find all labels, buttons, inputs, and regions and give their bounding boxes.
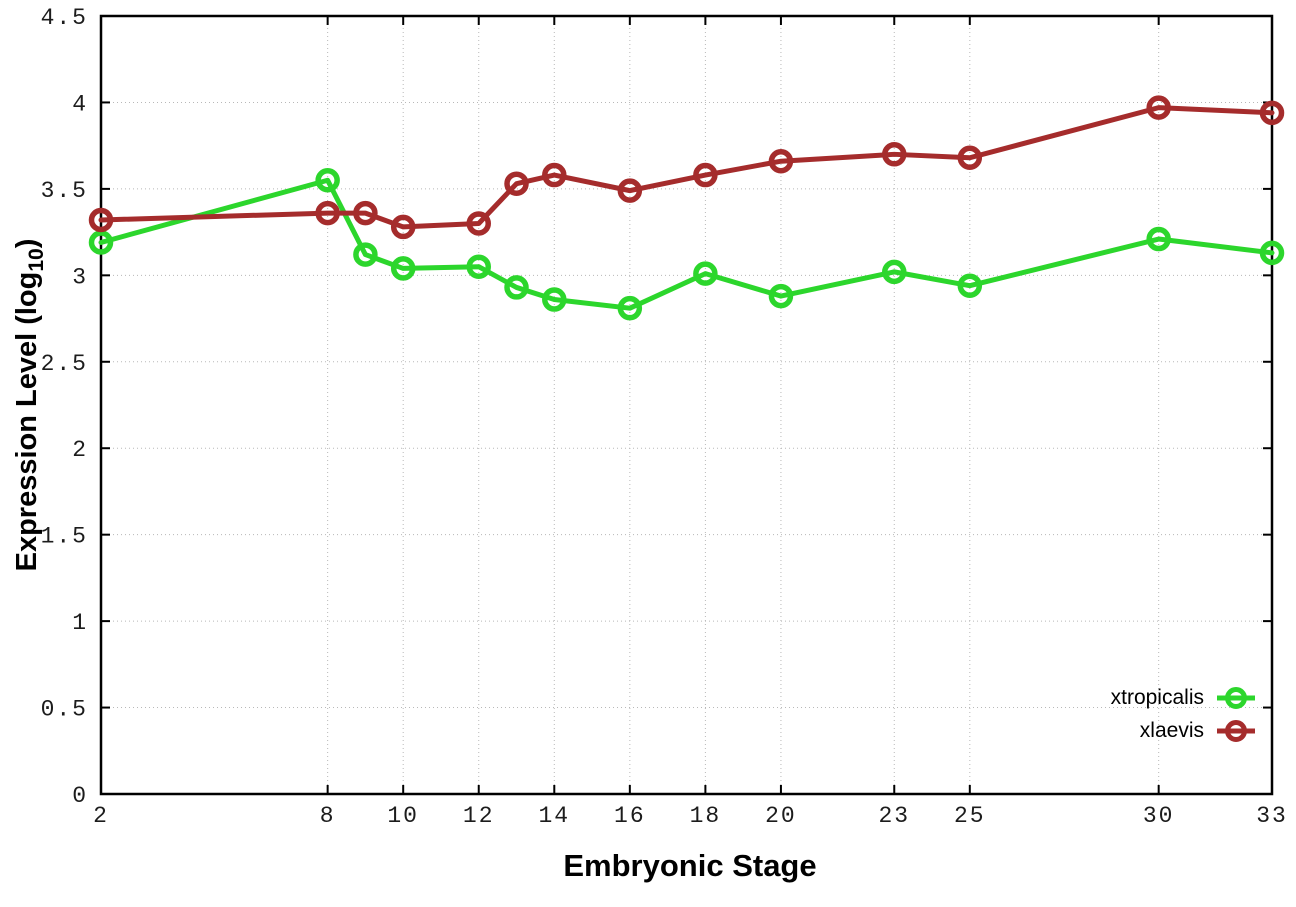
series-sample-icon [1217, 720, 1255, 742]
data-point-xtropicalis-stage-9 [353, 242, 378, 267]
data-point-xtropicalis-stage-16 [617, 295, 643, 321]
data-point-xtropicalis-stage-23 [882, 259, 907, 285]
legend-label-xtropicalis: xtropicalis [1110, 686, 1204, 709]
data-point-xlaevis-stage-8 [315, 200, 340, 226]
x-tick-label: 25 [954, 803, 986, 829]
data-point-xtropicalis-stage-13 [504, 275, 529, 300]
x-tick-label: 14 [538, 803, 570, 829]
data-point-xlaevis-stage-16 [617, 178, 643, 203]
data-point-xtropicalis-stage-12 [466, 254, 491, 279]
legend: xtropicalis xlaevis [1111, 684, 1256, 745]
data-point-xtropicalis-stage-30 [1146, 226, 1171, 252]
plot-border [99, 14, 1274, 796]
data-point-xlaevis-stage-9 [353, 200, 378, 226]
y-tick-label: 4 [72, 91, 88, 117]
data-point-xlaevis-stage-14 [542, 162, 567, 188]
data-point-xlaevis-stage-12 [466, 211, 491, 236]
x-tick-label: 18 [690, 803, 722, 829]
y-tick-label: 1 [72, 610, 88, 636]
y-tick-label: 2 [72, 437, 88, 463]
y-axis-title: Expression Level (log10) [11, 239, 49, 572]
y-tick-label: 1.5 [41, 524, 88, 550]
data-point-xtropicalis-stage-2 [88, 230, 114, 255]
legend-circle-marker-icon [1225, 720, 1247, 742]
data-point-xlaevis-stage-13 [504, 171, 529, 196]
y-tick-label: 0 [72, 783, 88, 809]
x-tick-label: 8 [320, 803, 336, 829]
x-tick-label: 33 [1256, 803, 1288, 829]
data-point-xlaevis-stage-33 [1259, 100, 1285, 126]
series-sample-icon [1217, 687, 1255, 709]
x-axis-title: Embryonic Stage [563, 848, 817, 883]
data-point-xlaevis-stage-20 [768, 148, 794, 174]
data-point-xtropicalis-stage-14 [542, 287, 567, 312]
legend-label-xlaevis: xlaevis [1139, 719, 1204, 742]
data-point-xlaevis-stage-25 [957, 145, 983, 171]
data-point-xtropicalis-stage-18 [693, 261, 718, 286]
y-tick-label: 3.5 [41, 178, 88, 204]
data-point-xtropicalis-stage-33 [1259, 240, 1285, 266]
y-axis-title-subscript: 10 [24, 248, 48, 272]
y-tick-label: 2.5 [41, 351, 88, 377]
x-tick-label: 20 [765, 803, 797, 829]
legend-circle-marker-icon [1225, 687, 1247, 709]
y-tick-label: 4.5 [41, 5, 88, 31]
x-tick-label: 12 [463, 803, 495, 829]
x-tick-label: 30 [1143, 803, 1175, 829]
data-point-xlaevis-stage-10 [390, 214, 416, 240]
data-point-xlaevis-stage-2 [88, 207, 114, 233]
x-tick-label: 23 [878, 803, 910, 829]
data-point-xtropicalis-stage-10 [390, 256, 416, 281]
data-point-xtropicalis-stage-25 [957, 273, 983, 298]
y-tick-label: 3 [72, 264, 88, 290]
data-point-xtropicalis-stage-20 [768, 283, 794, 309]
y-axis-title-text: Expression Level (log [11, 271, 44, 572]
y-axis-title-close: ) [11, 238, 44, 249]
legend-item-xlaevis: xlaevis [1111, 717, 1256, 745]
data-point-xlaevis-stage-18 [693, 162, 718, 188]
x-tick-label: 10 [387, 803, 419, 829]
data-point-xlaevis-stage-23 [882, 142, 907, 167]
legend-item-xtropicalis: xtropicalis [1111, 684, 1256, 712]
x-tick-label: 2 [93, 803, 109, 829]
series-line-xtropicalis [98, 177, 1275, 311]
series-line-xlaevis [98, 105, 1275, 230]
x-tick-label: 16 [614, 803, 646, 829]
data-point-xlaevis-stage-30 [1146, 95, 1171, 120]
y-tick-label: 0.5 [41, 697, 88, 723]
data-point-xtropicalis-stage-8 [315, 167, 340, 193]
